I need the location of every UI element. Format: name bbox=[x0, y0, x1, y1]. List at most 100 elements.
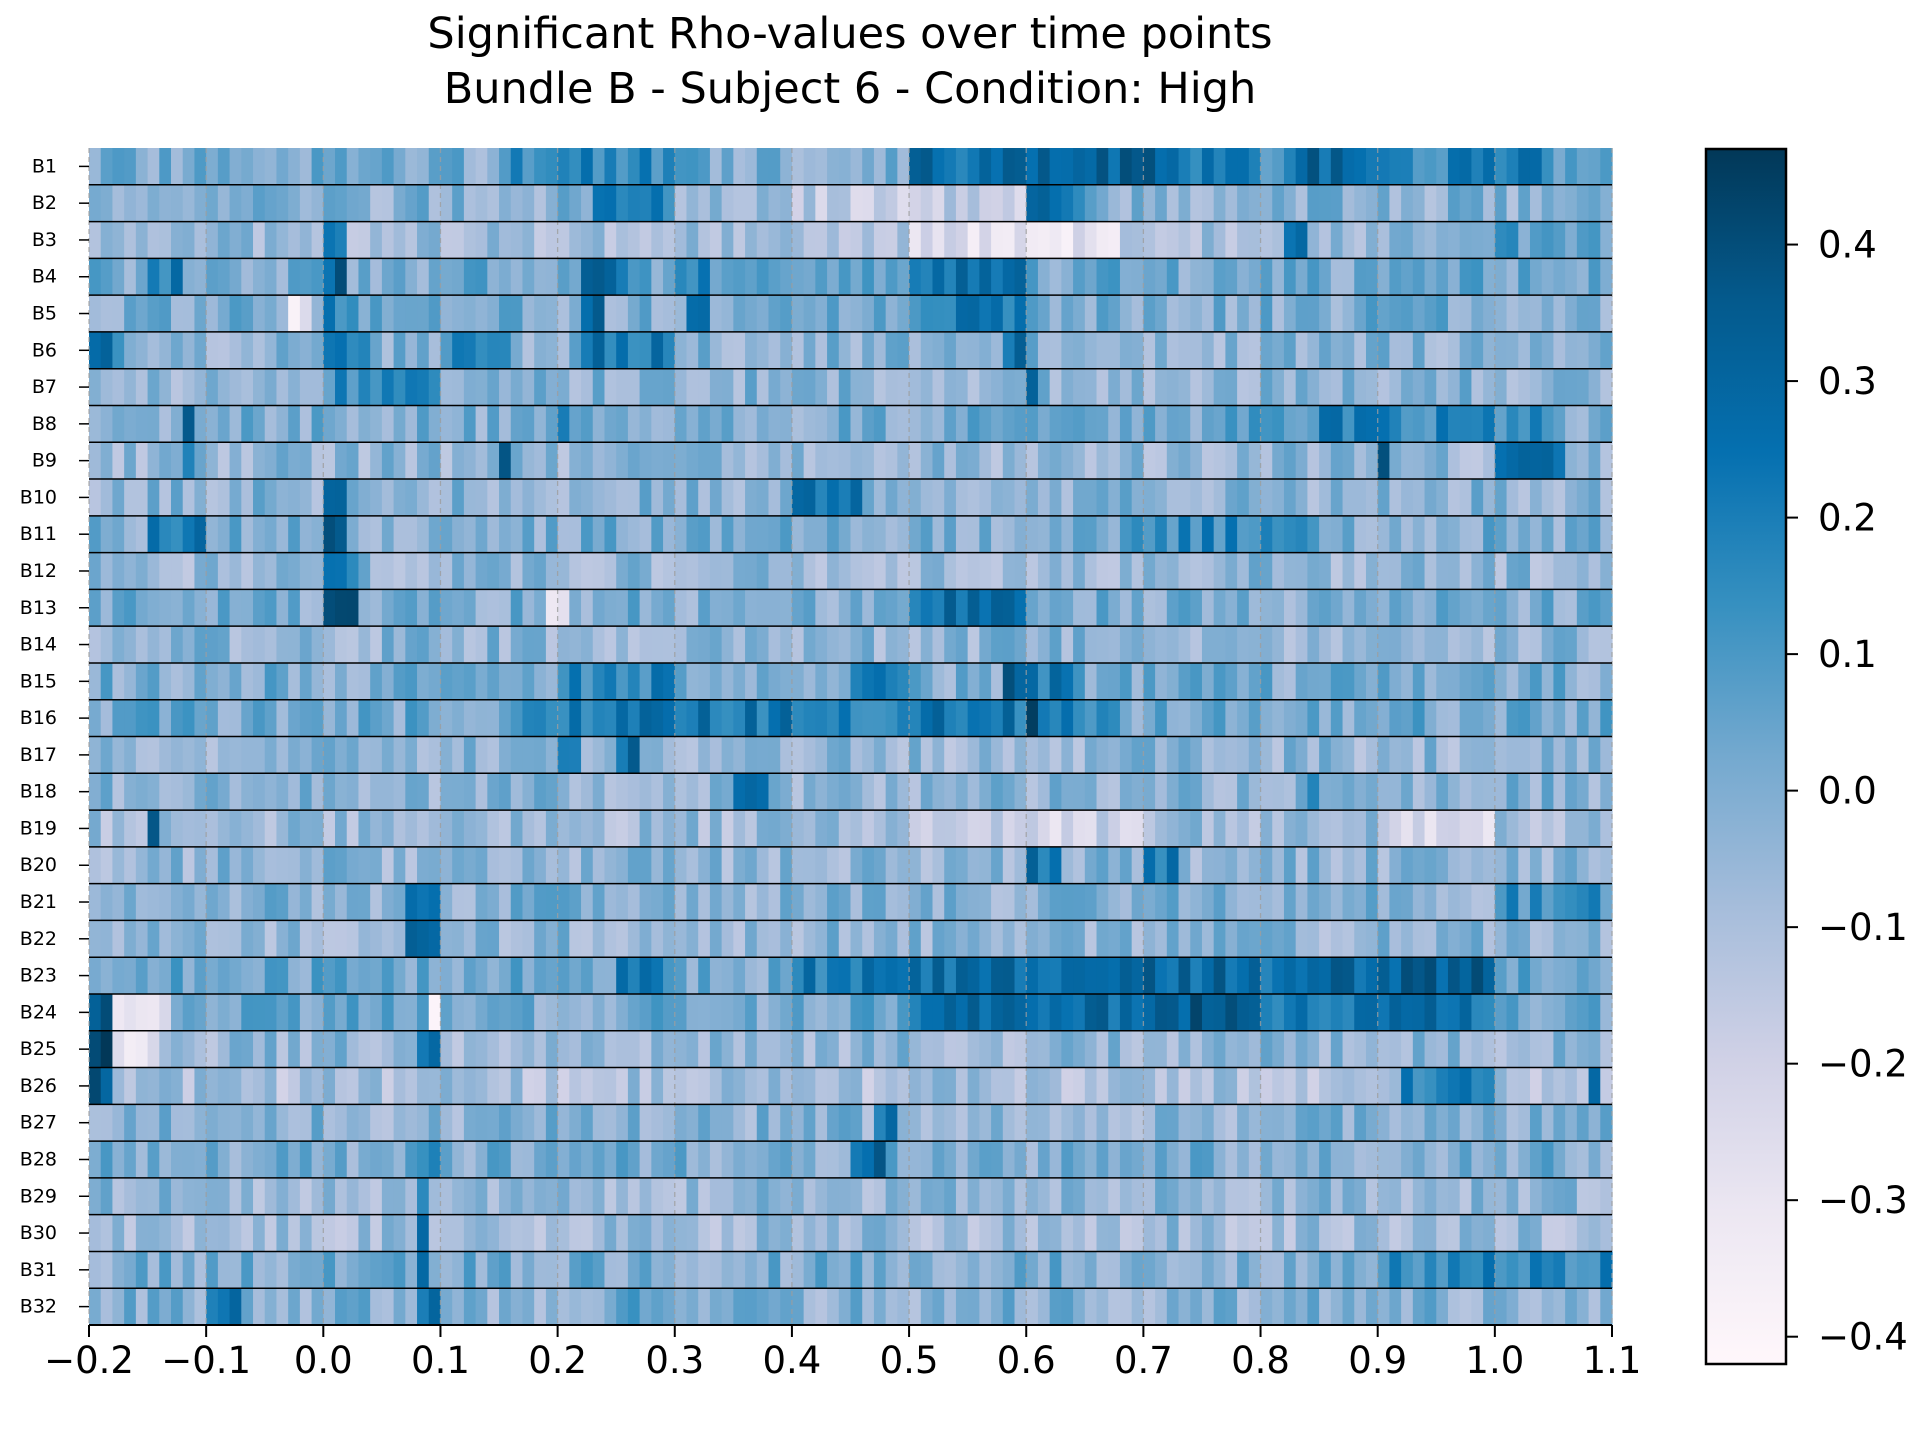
heatmap-cell bbox=[991, 1067, 1004, 1105]
heatmap-cell bbox=[709, 552, 723, 590]
heatmap-cell bbox=[873, 957, 887, 994]
heatmap-cell bbox=[499, 368, 512, 406]
heatmap-cell bbox=[932, 1288, 945, 1325]
heatmap-cell bbox=[1096, 258, 1109, 296]
heatmap-cell bbox=[627, 552, 641, 590]
heatmap-cell bbox=[1319, 773, 1332, 811]
heatmap-cell bbox=[417, 736, 430, 774]
heatmap-cell bbox=[124, 442, 137, 480]
heatmap-cell bbox=[1518, 552, 1531, 590]
heatmap-cell bbox=[135, 1177, 149, 1215]
heatmap-cell bbox=[1518, 662, 1531, 700]
heatmap-cell bbox=[1272, 736, 1285, 774]
heatmap-cell bbox=[663, 1104, 676, 1142]
heatmap-cell bbox=[1213, 552, 1226, 590]
heatmap-cell bbox=[1049, 662, 1062, 700]
heatmap-cell bbox=[264, 1104, 278, 1142]
heatmap-cell bbox=[756, 405, 770, 443]
heatmap-cell bbox=[1401, 1104, 1414, 1142]
heatmap-cell bbox=[147, 773, 160, 811]
heatmap-cell bbox=[1483, 1251, 1496, 1289]
heatmap-cell bbox=[1459, 442, 1473, 480]
heatmap-cell bbox=[1365, 148, 1379, 185]
heatmap-cell bbox=[522, 1177, 535, 1215]
heatmap-cell bbox=[838, 993, 852, 1031]
heatmap-cell bbox=[487, 1288, 500, 1325]
heatmap-cell bbox=[803, 1214, 816, 1252]
heatmap-cell bbox=[323, 773, 336, 811]
heatmap-cell bbox=[627, 1067, 641, 1105]
heatmap-cell bbox=[1588, 515, 1601, 553]
heatmap-cell bbox=[1518, 442, 1531, 480]
heatmap-cell bbox=[1471, 626, 1484, 663]
heatmap-cell bbox=[698, 258, 711, 296]
heatmap-cell bbox=[1002, 295, 1016, 332]
heatmap-cell bbox=[791, 736, 805, 774]
heatmap-cell bbox=[592, 295, 606, 332]
heatmap-cell bbox=[171, 846, 184, 884]
heatmap-cell bbox=[1365, 295, 1379, 332]
heatmap-cell bbox=[1073, 699, 1086, 737]
heatmap-cell bbox=[1155, 1177, 1168, 1215]
heatmap-cell bbox=[1108, 405, 1121, 443]
heatmap-cell bbox=[171, 148, 184, 185]
heatmap-cell bbox=[1307, 1177, 1320, 1215]
heatmap-cell bbox=[1412, 405, 1426, 443]
heatmap-cell bbox=[381, 1251, 395, 1289]
heatmap-cell bbox=[850, 148, 863, 185]
heatmap-cell bbox=[674, 589, 688, 627]
heatmap-cell bbox=[1401, 184, 1414, 222]
heatmap-cell bbox=[1600, 920, 1613, 958]
heatmap-cell bbox=[370, 1288, 383, 1325]
heatmap-cell bbox=[534, 552, 547, 590]
heatmap-cell bbox=[569, 479, 582, 516]
heatmap-cell bbox=[1096, 442, 1109, 480]
heatmap-cell bbox=[1342, 589, 1355, 627]
heatmap-cell bbox=[522, 442, 535, 480]
heatmap-cell bbox=[1307, 1067, 1320, 1105]
heatmap-cell bbox=[1002, 368, 1016, 406]
heatmap-cell bbox=[698, 699, 711, 737]
heatmap-cell bbox=[487, 1214, 500, 1252]
heatmap-cell bbox=[1166, 368, 1180, 406]
y-tick-label: B8 bbox=[32, 413, 57, 435]
heatmap-cell bbox=[1272, 258, 1285, 296]
heatmap-cell bbox=[674, 736, 688, 774]
heatmap-cell bbox=[534, 1067, 547, 1105]
heatmap-cell bbox=[1002, 920, 1016, 958]
heatmap-cell bbox=[1026, 1251, 1039, 1289]
heatmap-cell bbox=[1037, 1067, 1051, 1105]
heatmap-cell bbox=[873, 552, 887, 590]
heatmap-cell bbox=[1155, 479, 1168, 516]
heatmap-cell bbox=[323, 148, 336, 185]
heatmap-cell bbox=[745, 810, 758, 847]
heatmap-cell bbox=[627, 1288, 641, 1325]
heatmap-cell bbox=[1459, 1288, 1473, 1325]
heatmap-cell bbox=[674, 221, 688, 259]
heatmap-cell bbox=[721, 295, 734, 332]
heatmap-cell bbox=[1565, 589, 1578, 627]
heatmap-cell bbox=[499, 993, 512, 1031]
heatmap-cell bbox=[674, 846, 688, 884]
heatmap-cell bbox=[897, 442, 910, 480]
heatmap-cell bbox=[1166, 1251, 1180, 1289]
heatmap-cell bbox=[979, 368, 992, 406]
heatmap-cell bbox=[1084, 993, 1098, 1031]
heatmap-cell bbox=[1295, 1104, 1308, 1142]
heatmap-cell bbox=[417, 368, 430, 406]
heatmap-cell bbox=[1494, 331, 1508, 369]
heatmap-cell bbox=[1119, 442, 1133, 480]
heatmap-cell bbox=[616, 258, 629, 296]
heatmap-cell bbox=[1096, 552, 1109, 590]
heatmap-cell bbox=[475, 1288, 488, 1325]
heatmap-cell bbox=[698, 221, 711, 259]
heatmap-cell bbox=[838, 295, 852, 332]
heatmap-cell bbox=[932, 699, 945, 737]
heatmap-cell bbox=[1061, 331, 1074, 369]
heatmap-cell bbox=[1565, 1177, 1578, 1215]
heatmap-cell bbox=[1073, 810, 1086, 847]
heatmap-cell bbox=[733, 368, 746, 406]
heatmap-cell bbox=[452, 626, 465, 663]
heatmap-cell bbox=[686, 1177, 699, 1215]
heatmap-cell bbox=[909, 883, 922, 921]
